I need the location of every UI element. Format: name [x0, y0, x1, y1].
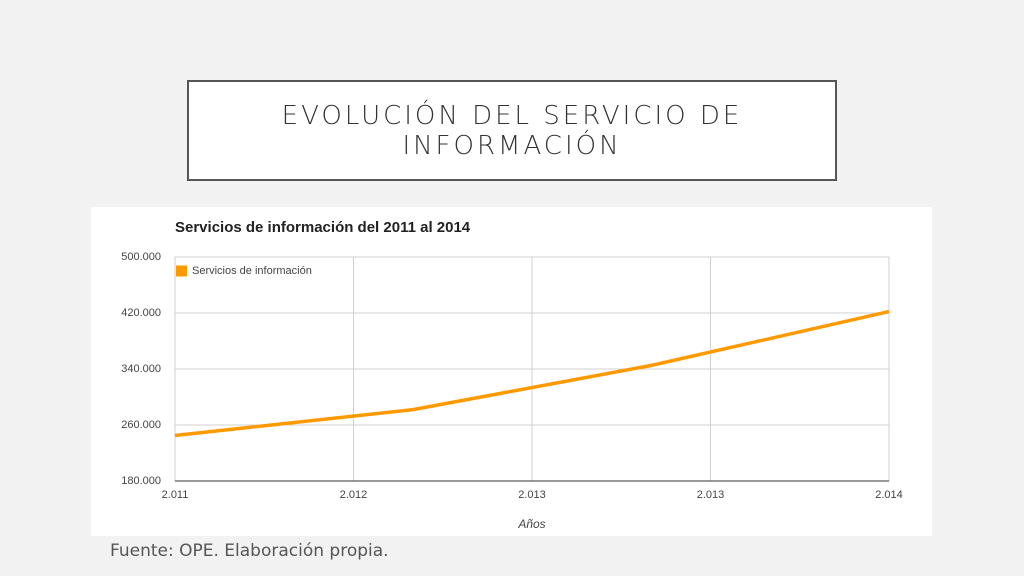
- x-axis-label: Años: [517, 517, 545, 531]
- y-tick-label: 260.000: [121, 419, 161, 431]
- title-box: EVOLUCIÓN DEL SERVICIO DE INFORMACIÓN: [187, 80, 837, 181]
- y-tick-label: 500.000: [121, 251, 161, 263]
- legend-label: Servicios de información: [192, 265, 312, 277]
- source-note: Fuente: OPE. Elaboración propia.: [110, 541, 389, 561]
- x-tick-label: 2.014: [875, 489, 903, 501]
- x-tick-label: 2.012: [340, 489, 368, 501]
- x-tick-label: 2.011: [162, 489, 189, 501]
- legend-swatch: [176, 265, 187, 277]
- y-tick-label: 180.000: [121, 475, 161, 487]
- x-tick-label: 2.013: [697, 489, 725, 501]
- data-line: [174, 309, 890, 438]
- chart-title: Servicios de información del 2011 al 201…: [175, 219, 471, 236]
- chart-panel: [91, 207, 932, 536]
- slide-title: EVOLUCIÓN DEL SERVICIO DE INFORMACIÓN: [281, 100, 743, 161]
- y-tick-label: 340.000: [121, 363, 161, 375]
- x-tick-label: 2.013: [518, 489, 546, 501]
- y-tick-label: 420.000: [121, 307, 161, 319]
